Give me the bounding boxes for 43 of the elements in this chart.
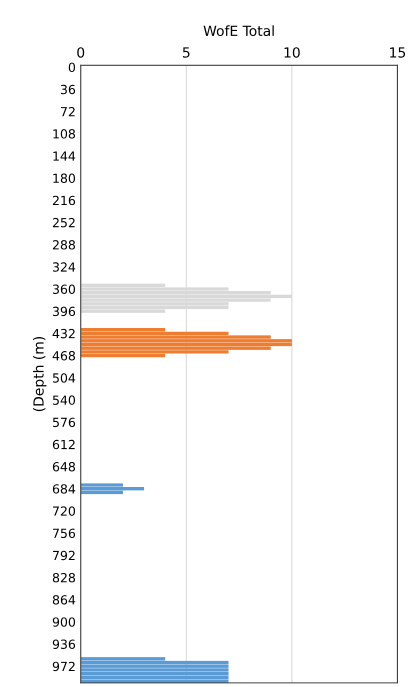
x-tick-label: 10 [284, 47, 300, 58]
y-tick-label: 936 [52, 640, 76, 649]
y-tick-label: 360 [52, 284, 76, 294]
y-tick-label: 324 [52, 262, 76, 272]
x-axis-title: WofE Total [204, 25, 274, 36]
y-tick-label: 792 [53, 550, 75, 560]
y-tick-label: 540 [52, 395, 76, 405]
bar [80, 660, 229, 664]
y-axis-title: (Depth (m) [33, 337, 46, 412]
y-tick-label: 864 [52, 595, 76, 605]
y-tick-label: 828 [52, 572, 76, 582]
y-tick-label: 648 [52, 462, 76, 472]
y-tick-label: 684 [52, 484, 76, 494]
bar [80, 679, 229, 683]
y-tick-label: 900 [52, 617, 76, 627]
y-tick-label: 180 [53, 174, 76, 183]
y-tick-label: 288 [52, 240, 76, 250]
y-tick-label: 468 [52, 351, 76, 361]
y-tick-label: 396 [52, 306, 76, 316]
bar [80, 676, 229, 679]
y-tick-label: 252 [52, 218, 75, 228]
bar [80, 487, 144, 490]
y-tick-label: 720 [53, 506, 76, 516]
y-tick-label: 612 [52, 440, 75, 450]
bar [80, 339, 292, 342]
x-tick-label: 15 [390, 47, 406, 58]
y-tick-label: 432 [52, 328, 75, 338]
y-tick-label: 756 [53, 528, 76, 538]
y-tick-label: 504 [52, 373, 76, 383]
y-tick-label: 972 [52, 662, 75, 672]
y-tick-label: 216 [52, 196, 76, 206]
y-tick-label: 0 [68, 62, 76, 72]
bar [80, 342, 292, 346]
x-tick-label: 0 [77, 47, 84, 58]
y-tick-label: 108 [53, 129, 76, 139]
bar [80, 664, 229, 668]
y-tick-label: 36 [60, 84, 76, 94]
bar [80, 672, 229, 676]
x-tick-label: 5 [182, 47, 190, 58]
y-tick-label: 144 [53, 152, 76, 161]
y-tick-label: 576 [52, 418, 76, 428]
y-tick-label: 72 [60, 106, 75, 116]
bar [80, 668, 229, 672]
